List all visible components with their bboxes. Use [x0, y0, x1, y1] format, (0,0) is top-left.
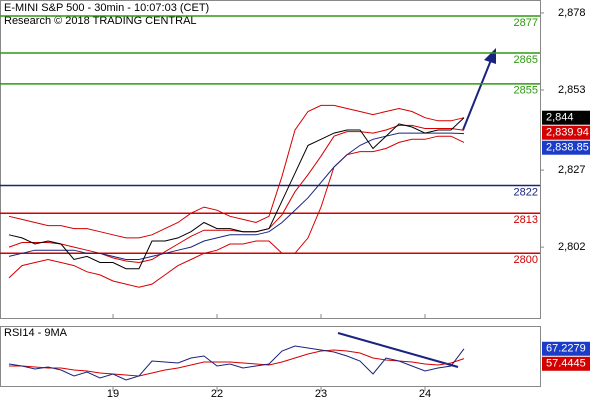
price-panel — [0, 0, 541, 319]
rsi-title: RSI14 - 9MA — [4, 327, 68, 339]
price-marker — [542, 356, 590, 371]
y-tick-label: 2,853 — [558, 84, 586, 96]
series-line — [8, 345, 465, 381]
price-marker-label: 57.4445 — [546, 358, 586, 370]
divergence-line — [337, 332, 459, 368]
series-line — [8, 104, 465, 239]
chart-subtitle: Research © 2018 TRADING CENTRAL — [4, 15, 197, 27]
level-label: 2800 — [514, 254, 538, 266]
x-tick-label: 22 — [211, 388, 223, 400]
series-line — [8, 117, 465, 270]
trend-arrow — [462, 48, 496, 131]
level-label: 2877 — [514, 17, 538, 29]
y-tick-label: 2,802 — [558, 241, 586, 253]
price-marker-label: 2,838.85 — [546, 142, 589, 154]
rsi-panel — [0, 326, 541, 387]
price-marker-label: 2,839.94 — [546, 127, 589, 139]
price-marker — [542, 341, 590, 356]
series-line — [9, 349, 465, 377]
price-marker — [542, 110, 590, 125]
price-marker — [542, 140, 590, 155]
level-label: 2813 — [514, 214, 538, 226]
series-line — [8, 132, 465, 260]
price-marker — [542, 125, 590, 140]
chart-title: E-MINI S&P 500 - 30min - 10:07:03 (CET) — [4, 2, 209, 14]
y-tick-label: 2,827 — [558, 164, 586, 176]
price-marker-label: 2,844 — [546, 112, 574, 124]
price-marker-label: 67.2279 — [546, 343, 586, 355]
level-label: 2865 — [514, 54, 538, 66]
x-tick-label: 19 — [107, 388, 119, 400]
level-label: 2855 — [514, 85, 538, 97]
level-label: 2822 — [514, 186, 538, 198]
x-tick-label: 24 — [419, 388, 431, 400]
y-tick-label: 2,878 — [558, 7, 586, 19]
series-line — [8, 124, 465, 264]
x-tick-label: 23 — [315, 388, 327, 400]
series-line — [8, 135, 465, 288]
